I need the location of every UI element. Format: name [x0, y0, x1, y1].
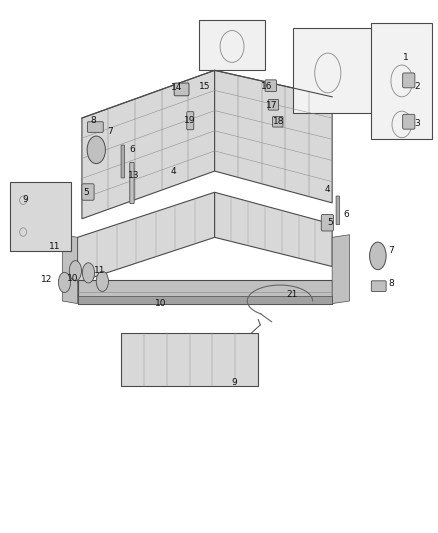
- Ellipse shape: [58, 272, 71, 293]
- Text: 11: 11: [49, 243, 60, 252]
- FancyBboxPatch shape: [336, 196, 339, 224]
- Text: 15: 15: [199, 82, 211, 91]
- Text: 14: 14: [171, 83, 182, 92]
- Ellipse shape: [69, 261, 81, 281]
- FancyBboxPatch shape: [82, 184, 94, 200]
- FancyBboxPatch shape: [187, 112, 194, 130]
- Text: 21: 21: [286, 289, 298, 298]
- Text: 11: 11: [94, 266, 105, 275]
- Text: 3: 3: [414, 119, 420, 128]
- FancyBboxPatch shape: [88, 122, 103, 132]
- Text: 12: 12: [41, 275, 52, 284]
- Text: 4: 4: [170, 166, 176, 175]
- Text: 17: 17: [266, 101, 278, 110]
- Ellipse shape: [87, 136, 106, 164]
- Text: 5: 5: [327, 218, 333, 227]
- Text: 10: 10: [155, 299, 167, 308]
- Polygon shape: [62, 235, 78, 304]
- Polygon shape: [293, 28, 376, 113]
- Polygon shape: [78, 192, 215, 282]
- FancyBboxPatch shape: [403, 73, 415, 88]
- FancyBboxPatch shape: [321, 215, 333, 231]
- Ellipse shape: [82, 263, 95, 283]
- Text: 18: 18: [273, 117, 285, 126]
- Polygon shape: [10, 182, 71, 251]
- Polygon shape: [121, 333, 258, 386]
- Text: 2: 2: [414, 82, 420, 91]
- Text: 1: 1: [403, 53, 409, 62]
- Polygon shape: [82, 70, 215, 219]
- Text: 13: 13: [127, 171, 139, 180]
- FancyBboxPatch shape: [403, 114, 415, 129]
- Ellipse shape: [96, 271, 109, 292]
- Polygon shape: [332, 235, 350, 304]
- Text: 9: 9: [231, 377, 237, 386]
- Text: 4: 4: [325, 185, 331, 194]
- Text: 19: 19: [184, 116, 196, 125]
- FancyBboxPatch shape: [272, 116, 283, 127]
- Polygon shape: [199, 20, 265, 70]
- Text: 5: 5: [83, 188, 89, 197]
- Text: 16: 16: [261, 82, 272, 91]
- Ellipse shape: [370, 242, 386, 270]
- FancyBboxPatch shape: [371, 281, 386, 292]
- Text: 10: 10: [67, 273, 79, 282]
- FancyBboxPatch shape: [268, 100, 279, 110]
- Text: 9: 9: [22, 195, 28, 204]
- Polygon shape: [215, 70, 332, 203]
- Text: 6: 6: [129, 146, 135, 155]
- FancyBboxPatch shape: [174, 83, 189, 96]
- Polygon shape: [78, 296, 332, 304]
- Text: 7: 7: [107, 127, 113, 136]
- Polygon shape: [215, 192, 332, 266]
- FancyBboxPatch shape: [130, 163, 134, 204]
- Polygon shape: [371, 22, 432, 139]
- Polygon shape: [78, 280, 332, 304]
- Text: 6: 6: [344, 210, 350, 219]
- Text: 8: 8: [91, 116, 96, 125]
- Text: 8: 8: [388, 279, 394, 288]
- Text: 7: 7: [388, 246, 394, 255]
- FancyBboxPatch shape: [265, 80, 276, 92]
- FancyBboxPatch shape: [121, 145, 124, 178]
